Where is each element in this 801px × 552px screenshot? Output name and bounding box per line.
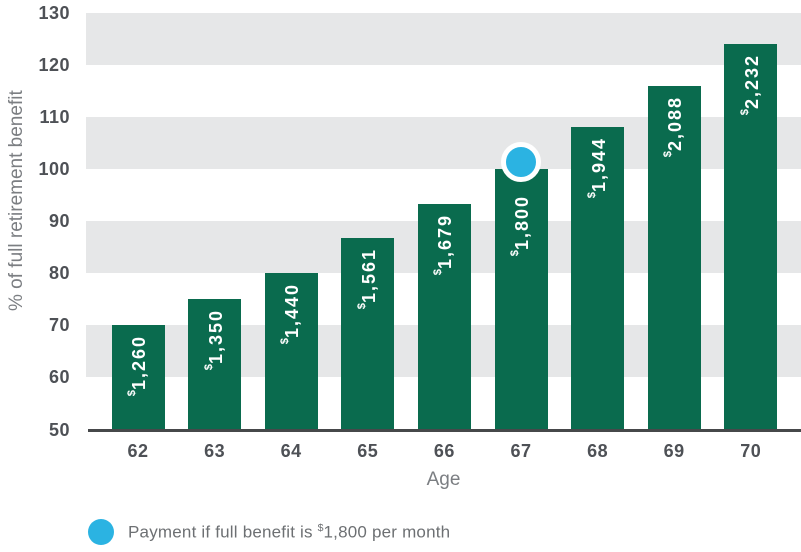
bar-value-label-64: $1,440 [279, 283, 303, 345]
dollar-superscript: $ [202, 364, 215, 371]
dollar-superscript: $ [355, 303, 368, 310]
x-tick-70: 70 [740, 441, 762, 461]
y-tick-50: 50 [48, 419, 70, 440]
dollar-superscript: $ [126, 390, 138, 397]
bar-value-label-67: $1,800 [509, 194, 532, 257]
bar-age-67: $1,800 [494, 168, 548, 430]
bar-value-label-70: $2,232 [738, 53, 762, 116]
x-tick-63: 63 [204, 441, 226, 461]
x-tick-66: 66 [433, 441, 455, 461]
x-tick-67: 67 [510, 441, 532, 461]
bar-age-64: $1,440 [264, 273, 318, 430]
bar-value-label-66: $1,679 [432, 213, 456, 276]
dollar-superscript: $ [662, 150, 675, 157]
x-tick-65: 65 [357, 441, 379, 461]
dollar-superscript: $ [432, 268, 445, 276]
bar-value-label-62: $1,260 [126, 335, 149, 397]
bar-age-70: $2,232 [724, 43, 778, 430]
legend-label: Payment if full benefit is $1,800 per mo… [128, 521, 451, 542]
y-tick-70: 70 [48, 315, 70, 336]
bar-age-62: $1,260 [111, 325, 165, 431]
bar-age-69: $2,088 [647, 85, 701, 430]
y-tick-120: 120 [38, 54, 70, 75]
x-tick-64: 64 [280, 441, 302, 461]
x-axis-line [88, 429, 801, 432]
y-tick-110: 110 [39, 106, 70, 127]
dollar-superscript: $ [317, 521, 324, 534]
bar-age-63: $1,350 [188, 299, 242, 430]
bar-value-label-63: $1,350 [202, 309, 226, 371]
bar-value-label-68: $1,944 [585, 137, 609, 199]
dollar-superscript: $ [585, 192, 598, 199]
y-tick-80: 80 [48, 263, 70, 284]
x-tick-62: 62 [127, 441, 149, 461]
y-tick-100: 100 [38, 158, 70, 179]
legend: Payment if full benefit is $1,800 per mo… [88, 517, 450, 547]
y-tick-130: 130 [38, 2, 70, 23]
legend-circle-icon [88, 519, 114, 545]
x-tick-68: 68 [587, 441, 609, 461]
y-tick-60: 60 [48, 367, 70, 388]
bar-value-label-65: $1,561 [355, 248, 379, 310]
x-tick-69: 69 [663, 441, 685, 461]
y-axis-title: % of full retirement benefit [6, 90, 27, 312]
bar-age-65: $1,561 [341, 238, 395, 430]
full-benefit-marker-icon [501, 141, 541, 182]
bar-value-label-69: $2,088 [662, 95, 686, 157]
background-band-120-130 [86, 12, 801, 65]
dollar-superscript: $ [509, 249, 521, 257]
bar-age-66: $1,679 [417, 203, 471, 430]
dollar-superscript: $ [738, 108, 751, 116]
dollar-superscript: $ [279, 338, 292, 345]
bar-age-68: $1,944 [571, 127, 625, 430]
x-axis-title: Age [426, 469, 461, 490]
y-tick-90: 90 [48, 211, 70, 231]
